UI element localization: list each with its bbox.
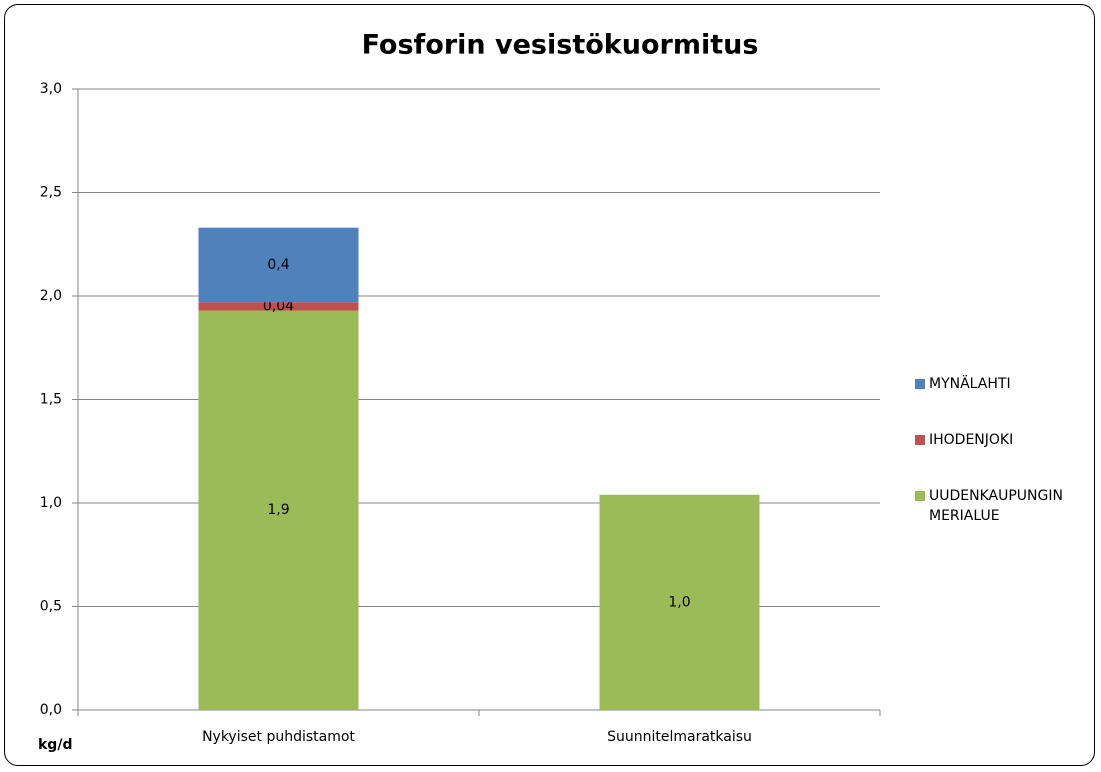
legend-swatch [915, 435, 925, 445]
bar-segment [198, 227, 359, 303]
chart-title: Fosforin vesistökuormitus [362, 30, 759, 61]
legend: MYNÄLAHTI IHODENJOKI UUDENKAUPUNGIN MERIAL… [915, 374, 1101, 562]
bar-segment [198, 310, 359, 710]
data-label: 1,9 [267, 502, 289, 518]
legend-swatch [915, 379, 925, 389]
chart-frame [4, 4, 1095, 766]
legend-label: MYNÄLAHTI [929, 376, 1011, 392]
bar-segment [599, 494, 760, 710]
y-tick-label: 2,5 [40, 185, 62, 201]
x-tick-label: Suunnitelmaratkaisu [607, 729, 752, 745]
legend-label: IHODENJOKI [929, 432, 1014, 448]
y-tick-label: 0,0 [40, 702, 62, 718]
legend-swatch [915, 491, 925, 501]
data-label: 0,04 [263, 298, 294, 314]
legend-label: UUDENKAUPUNGIN MERIALUE [929, 488, 1063, 524]
data-label: 0,4 [267, 257, 289, 273]
bar-segment [198, 302, 359, 311]
y-tick-label: 0,5 [40, 599, 62, 615]
y-tick-label: 1,5 [40, 392, 62, 408]
y-tick-label: 2,0 [40, 288, 62, 304]
y-tick-label: 1,0 [40, 495, 62, 511]
data-label: 1,0 [668, 594, 690, 610]
legend-item: IHODENJOKI [915, 430, 1079, 450]
legend-item: UUDENKAUPUNGIN MERIALUE [915, 486, 1079, 526]
x-tick-label: Nykyiset puhdistamot [202, 729, 355, 745]
legend-item: MYNÄLAHTI [915, 374, 1079, 394]
y-tick-label: 3,0 [40, 81, 62, 97]
y-axis-label: kg/d [38, 737, 72, 753]
